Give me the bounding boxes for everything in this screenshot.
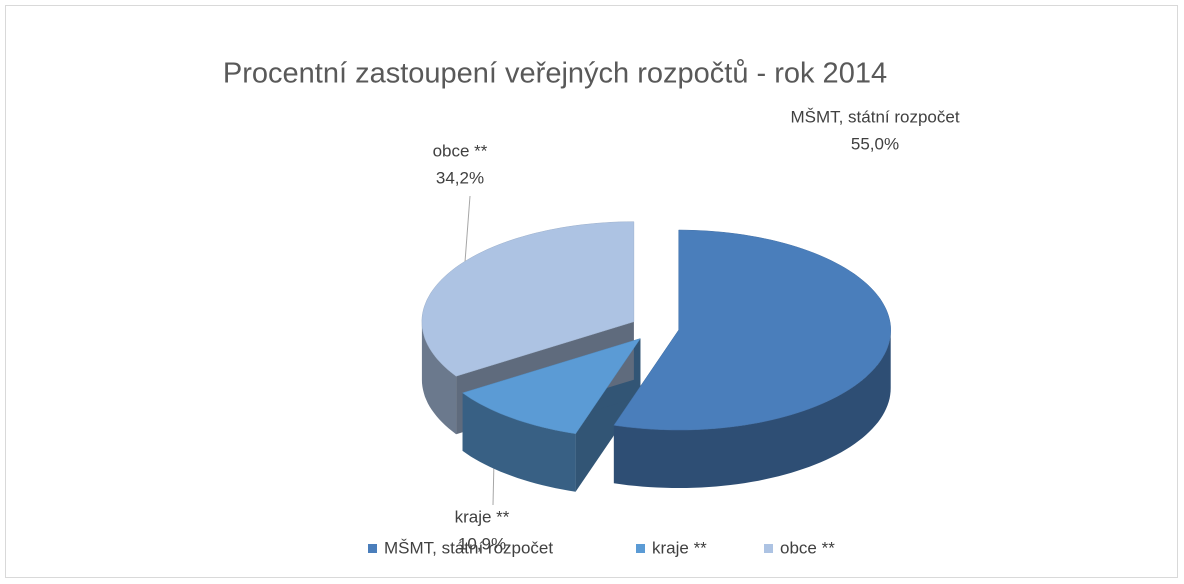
slice	[462, 338, 642, 434]
slice	[421, 221, 635, 377]
slice	[613, 229, 891, 431]
legend-label: MŠMT, státní rozpočet	[384, 538, 553, 557]
data-label-category: kraje **	[455, 507, 510, 526]
slice-rim	[462, 392, 576, 492]
data-label-value: 55,0%	[851, 134, 899, 153]
leader-line	[464, 195, 471, 263]
data-label-value: 10,9%	[458, 534, 506, 553]
legend-swatch	[368, 544, 377, 553]
legend-label: obce **	[780, 538, 835, 557]
chart-title: Procentní zastoupení veřejných rozpočtů …	[223, 58, 887, 90]
data-label-value: 34,2%	[436, 168, 484, 187]
legend: MŠMT, státní rozpočet kraje ** obce **	[368, 538, 835, 557]
slice-rim	[613, 330, 891, 488]
legend-swatch	[636, 544, 645, 553]
legend-label: kraje **	[652, 538, 707, 557]
data-label-category: MŠMT, státní rozpočet	[790, 107, 959, 126]
pie	[421, 221, 891, 492]
legend-swatch	[764, 544, 773, 553]
data-label-category: obce **	[433, 141, 488, 160]
labels: MŠMT, státní rozpočet 55,0% kraje ** 10,9% o…	[433, 107, 960, 553]
